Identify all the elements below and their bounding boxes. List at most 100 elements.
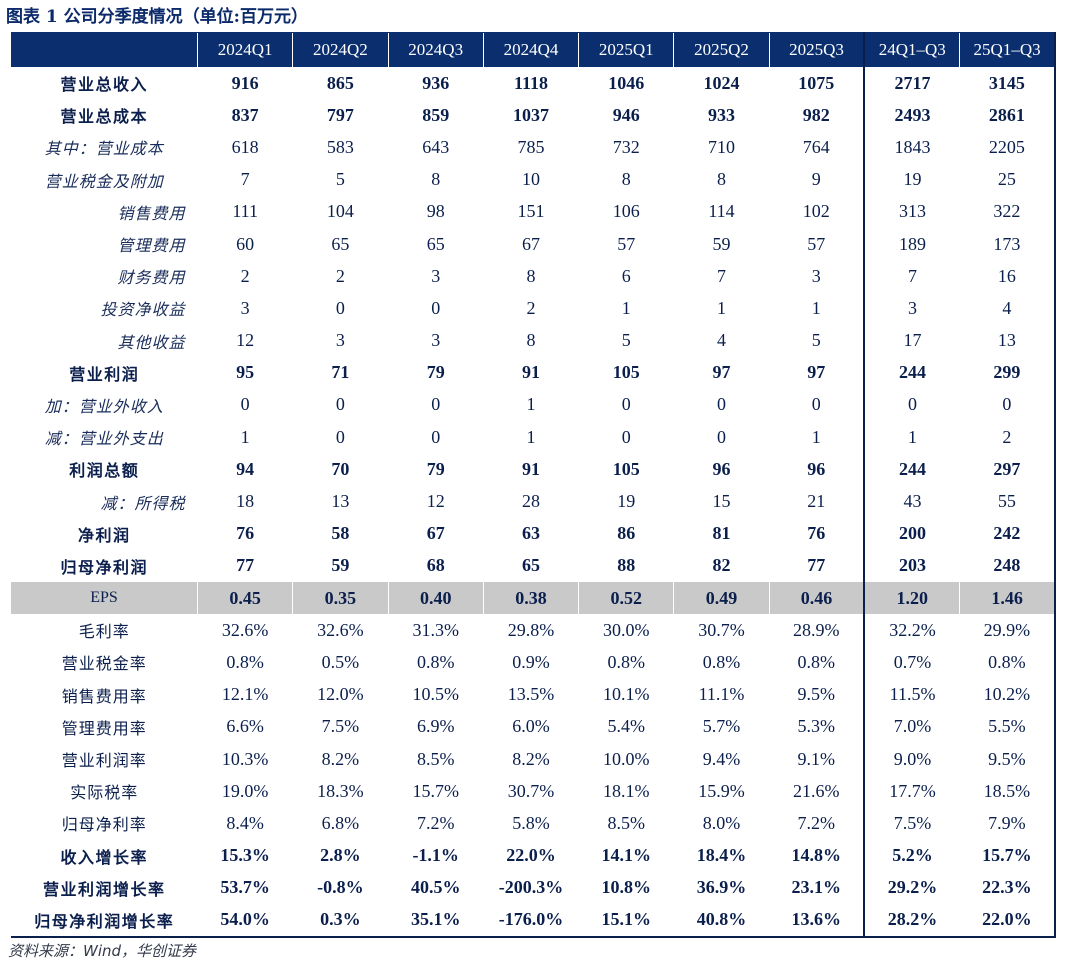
table-row: 销售费用率 12.1% 12.0% 10.5% 13.5% 10.1% 11.1% 9.5% 1… xyxy=(11,678,1057,711)
table-cell: 3 xyxy=(863,292,960,325)
row-label: 销售费用率 xyxy=(61,686,147,706)
table-cell: 7.5% xyxy=(321,716,360,737)
table-cell: 30.0% xyxy=(602,619,650,640)
table-cell: 40.5% xyxy=(410,877,461,898)
table-row: 财务费用 2 2 3 8 6 7 3 7 16 xyxy=(11,260,1057,293)
table-cell: 0.46 xyxy=(768,582,865,615)
table-cell: 0.40 xyxy=(387,582,484,615)
table-row: 管理费用率 6.6% 7.5% 6.9% 6.0% 5.4% 5.7% 5.3% 7.0% 5.5… xyxy=(11,710,1057,743)
table-row: 归母净利润增长率 54.0% 0.3% 35.1% -176.0% 15.1% 40.8% 1… xyxy=(11,903,1057,939)
table-row: 营业税金及附加 7 5 8 10 8 8 9 19 25 xyxy=(11,163,1057,196)
table-cell: 10.3% xyxy=(221,748,269,769)
row-label: 投资净收益 xyxy=(100,300,186,320)
table-cell: 2 xyxy=(526,297,536,318)
table-cell: 1 xyxy=(526,394,536,415)
table-cell: 98 xyxy=(426,201,445,222)
table-cell: 91 xyxy=(521,362,540,383)
source-note: 资料来源：Wind，华创证券 xyxy=(8,942,197,960)
table-cell: 29.8% xyxy=(507,619,555,640)
table-cell: 8.5% xyxy=(607,812,645,833)
financial-table: 2024Q1 2024Q2 2024Q3 2024Q4 2025Q1 2025Q2 2025… xyxy=(11,32,1057,939)
row-label: 营业利润 xyxy=(69,364,140,384)
table-cell: 0 xyxy=(716,394,726,415)
row-label: 财务费用 xyxy=(117,268,186,288)
table-cell: 67 xyxy=(426,523,445,544)
table-cell: 2 xyxy=(335,265,345,286)
table-cell: 2205 xyxy=(959,131,1057,164)
table-row: 毛利率 32.6% 32.6% 31.3% 29.8% 30.0% 30.7% 28.9% 32… xyxy=(11,614,1057,647)
table-cell: 63 xyxy=(521,523,540,544)
table-cell: 32.6% xyxy=(221,619,269,640)
table-cell: 96 xyxy=(712,458,731,479)
table-cell: 86 xyxy=(617,523,636,544)
table-cell: 17 xyxy=(863,324,960,357)
table-cell: 0 xyxy=(959,388,1057,422)
table-cell: 76 xyxy=(236,523,255,544)
table-cell: 18.3% xyxy=(317,780,364,801)
table-cell: 91 xyxy=(521,458,540,479)
table-cell: 12 xyxy=(426,491,445,512)
table-cell: 10.5% xyxy=(412,684,459,705)
table-cell: 18.5% xyxy=(959,775,1057,808)
table-cell: 946 xyxy=(612,104,640,125)
table-cell: 79 xyxy=(426,458,445,479)
table-cell: 21 xyxy=(807,491,826,512)
table-cell: 322 xyxy=(959,195,1057,228)
table-cell: 111 xyxy=(232,201,258,222)
table-row: 营业总成本 837 797 859 1037 946 933 982 2493 2861 xyxy=(11,99,1057,132)
table-cell: 29.2% xyxy=(863,871,960,904)
figure-title: 图表 1 公司分季度情况（单位:百万元） xyxy=(6,7,308,27)
table-cell: 0 xyxy=(431,394,441,415)
table-cell: 0.35 xyxy=(292,582,389,615)
table-cell: 1 xyxy=(621,297,631,318)
table-cell: 6.8% xyxy=(321,812,360,833)
table-cell: 55 xyxy=(959,485,1057,518)
table-cell: 58 xyxy=(331,523,350,544)
row-label: 实际税率 xyxy=(70,783,139,803)
table-cell: 4 xyxy=(716,330,726,351)
table-cell: 14.1% xyxy=(601,845,651,866)
column-header: 2024Q4 xyxy=(482,32,579,67)
table-row: 减：营业外支出 1 0 0 1 0 0 1 1 2 xyxy=(11,421,1057,454)
table-cell: 8 xyxy=(716,169,726,190)
row-label: 减：营业外支出 xyxy=(44,429,164,449)
table-cell: 96 xyxy=(807,458,826,479)
table-cell: 1046 xyxy=(608,72,645,93)
table-cell: 1 xyxy=(811,426,821,447)
table-cell: 7.5% xyxy=(863,807,960,840)
table-cell: 81 xyxy=(712,523,731,544)
table-cell: 244 xyxy=(863,356,960,389)
table-cell: 77 xyxy=(236,555,255,576)
table-cell: 151 xyxy=(517,201,545,222)
table-cell: 0.52 xyxy=(578,582,674,615)
table-cell: 15.7% xyxy=(412,780,459,801)
table-cell: 5.8% xyxy=(512,812,550,833)
table-cell: 30.7% xyxy=(698,619,745,640)
table-cell: 59 xyxy=(331,555,350,576)
table-cell: 22.0% xyxy=(506,845,556,866)
column-header: 24Q1–Q3 xyxy=(863,32,960,67)
table-cell: 1 xyxy=(240,426,250,447)
table-cell: 67 xyxy=(521,233,540,254)
table-row: 归母净利率 8.4% 6.8% 7.2% 5.8% 8.5% 8.0% 7.2% 7.5% 7.9… xyxy=(11,807,1057,840)
row-label: 归母净利率 xyxy=(61,815,147,835)
row-label: 加：营业外收入 xyxy=(44,396,164,416)
table-cell: 1 xyxy=(863,421,960,454)
table-cell: 18.1% xyxy=(602,780,650,801)
table-cell: 3 xyxy=(811,265,821,286)
table-cell: 7.2% xyxy=(797,812,836,833)
table-cell: 1118 xyxy=(513,72,548,93)
table-cell: 0 xyxy=(431,297,441,318)
table-cell: 242 xyxy=(959,517,1057,550)
table-cell: 12.1% xyxy=(221,684,269,705)
table-row: 营业利润增长率 53.7% -0.8% 40.5% -200.3% 10.8% 36.9% 2… xyxy=(11,871,1057,904)
table-cell: 1 xyxy=(526,426,536,447)
table-cell: 6 xyxy=(621,265,631,286)
table-cell: 28.9% xyxy=(793,619,840,640)
table-cell: 7.9% xyxy=(959,807,1057,840)
table-row: 归母净利润 77 59 68 65 88 82 77 203 248 xyxy=(11,549,1057,582)
table-cell: 785 xyxy=(517,136,545,157)
table-cell: 12 xyxy=(236,330,255,351)
table-cell: 297 xyxy=(959,453,1057,486)
table-cell: 0.8% xyxy=(416,651,455,672)
